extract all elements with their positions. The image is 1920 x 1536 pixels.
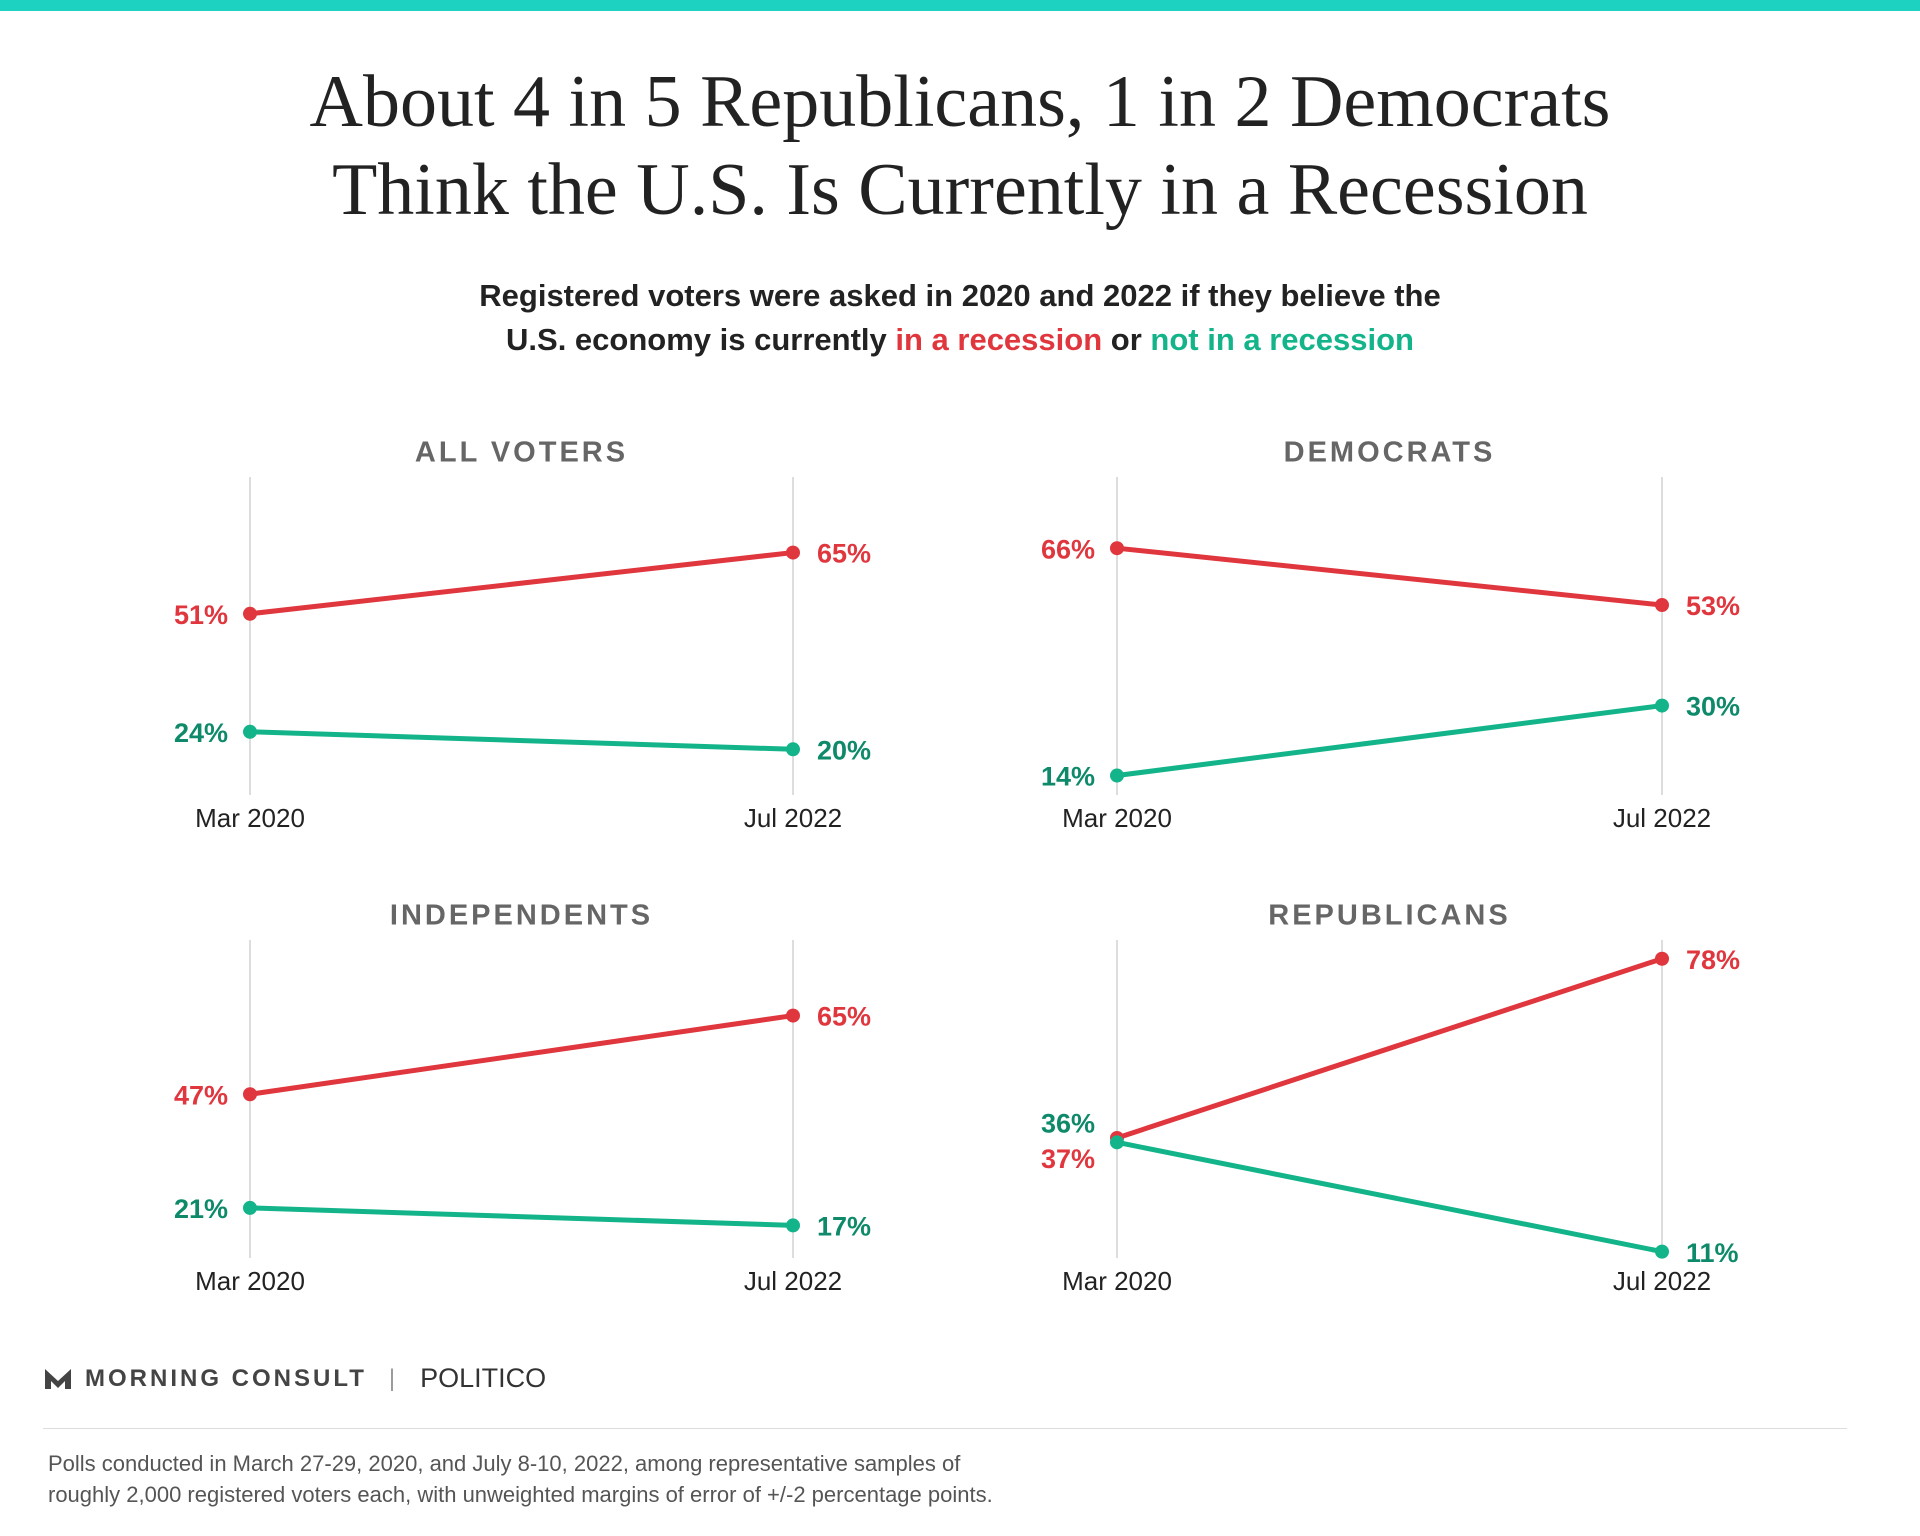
point	[243, 1087, 257, 1102]
point	[1110, 768, 1124, 783]
series-line	[249, 550, 794, 617]
note-line: roughly 2,000 registered voters each, wi…	[48, 1482, 993, 1507]
note: Polls conducted in March 27-29, 2020, an…	[48, 1448, 993, 1510]
x-tick-label: Mar 2020	[1062, 803, 1172, 833]
value-label: 47%	[174, 1080, 228, 1110]
subtitle: Registered voters were asked in 2020 and…	[0, 274, 1920, 362]
x-tick-label: Jul 2022	[744, 1266, 842, 1296]
x-tick-label: Jul 2022	[744, 803, 842, 833]
x-tick-label: Mar 2020	[1062, 1266, 1172, 1296]
point	[1110, 1135, 1124, 1150]
footer-brand: MORNING CONSULT | POLITICO	[43, 1363, 546, 1394]
series-line	[249, 1013, 794, 1097]
top-bar	[0, 0, 1920, 11]
value-label: 30%	[1686, 692, 1740, 722]
subtitle-text: or	[1110, 322, 1142, 357]
value-label: 11%	[1686, 1238, 1739, 1268]
panel-title: INDEPENDENTS	[390, 900, 653, 932]
legend-recession: in a recession	[895, 322, 1103, 357]
value-label: 51%	[174, 600, 228, 630]
point	[243, 606, 257, 621]
subtitle-line: U.S. economy is currently in a recession…	[0, 318, 1920, 362]
value-label: 66%	[1041, 534, 1095, 564]
value-label: 36%	[1041, 1108, 1095, 1138]
point	[1655, 698, 1669, 713]
legend-not-recession: not in a recession	[1150, 322, 1414, 357]
point	[786, 742, 800, 757]
charts: ALL VOTERS Mar 2020 Jul 2022 51% 65% 24% 20% DE…	[174, 437, 1740, 1296]
value-label: 24%	[174, 718, 228, 748]
value-label: 53%	[1686, 591, 1740, 621]
point	[786, 1218, 800, 1233]
x-tick-label: Mar 2020	[195, 803, 305, 833]
partner: POLITICO	[420, 1363, 547, 1393]
separator	[43, 1428, 1847, 1429]
value-label: 78%	[1686, 945, 1740, 975]
value-label: 14%	[1041, 762, 1095, 792]
value-label: 65%	[817, 1002, 871, 1032]
panel-title: DEMOCRATS	[1284, 437, 1496, 469]
series-line	[249, 729, 794, 752]
point	[1655, 598, 1669, 613]
value-label: 65%	[817, 539, 871, 569]
brand: MORNING CONSULT	[85, 1364, 367, 1392]
point	[786, 545, 800, 560]
x-tick-label: Jul 2022	[1613, 1266, 1711, 1296]
subtitle-line: Registered voters were asked in 2020 and…	[479, 278, 1441, 313]
panel-title: ALL VOTERS	[415, 437, 628, 469]
point	[1655, 951, 1669, 966]
series-line	[249, 1205, 794, 1228]
title: About 4 in 5 Republicans, 1 in 2 Democra…	[0, 58, 1920, 234]
value-label: 17%	[817, 1212, 871, 1242]
point	[1655, 1244, 1669, 1259]
point	[243, 724, 257, 739]
point	[1110, 541, 1124, 556]
subtitle-text: U.S. economy is currently	[506, 322, 887, 357]
note-line: Polls conducted in March 27-29, 2020, an…	[48, 1451, 961, 1476]
value-label: 21%	[174, 1194, 228, 1224]
value-label: 20%	[817, 735, 871, 765]
series-line	[1116, 1139, 1663, 1255]
series-line	[1116, 703, 1663, 778]
point	[786, 1008, 800, 1023]
x-tick-label: Mar 2020	[195, 1266, 305, 1296]
point	[243, 1200, 257, 1215]
divider: |	[388, 1364, 399, 1392]
title-line: Think the U.S. Is Currently in a Recessi…	[332, 149, 1588, 231]
series-line	[1116, 545, 1663, 608]
logo	[45, 1368, 71, 1389]
x-tick-label: Jul 2022	[1613, 803, 1711, 833]
value-label: 37%	[1041, 1144, 1095, 1174]
panel-title: REPUBLICANS	[1268, 900, 1510, 932]
title-line: About 4 in 5 Republicans, 1 in 2 Democra…	[309, 61, 1611, 143]
series-line	[1116, 956, 1663, 1141]
